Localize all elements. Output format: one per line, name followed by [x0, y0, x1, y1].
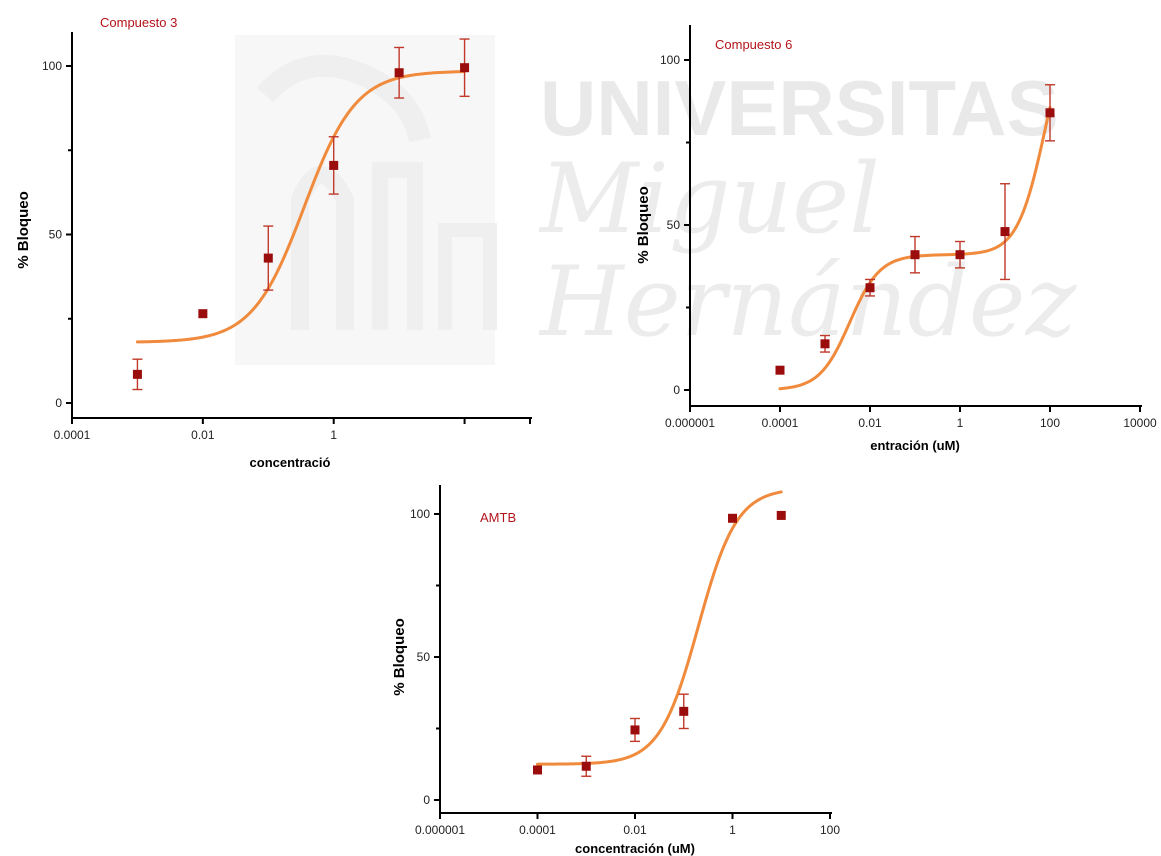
y-tick-label: 100	[42, 59, 62, 73]
data-point	[329, 160, 339, 170]
data-point	[775, 365, 785, 375]
x-tick-label: 1	[330, 428, 337, 442]
watermark-line-2: Miguel	[538, 143, 880, 255]
x-axis-label: entración (uM)	[870, 438, 960, 453]
y-axis-label: % Bloqueo	[391, 618, 408, 696]
x-tick-label: 0.01	[858, 416, 882, 430]
y-axis-label: % Bloqueo	[15, 191, 32, 269]
x-tick-label: 100	[820, 823, 840, 837]
chart-title: AMTB	[480, 510, 516, 525]
data-point	[533, 765, 542, 775]
university-logo	[235, 35, 497, 365]
data-point	[581, 761, 591, 771]
y-tick-label: 0	[423, 793, 430, 807]
data-point	[955, 250, 965, 260]
y-tick-label: 100	[410, 507, 430, 521]
y-tick-label: 50	[667, 218, 681, 232]
data-point	[460, 63, 470, 73]
x-tick-label: 0.0001	[519, 823, 556, 837]
chart-compuesto-6: 0 50 100 0.000001 0.0001 0.01 1 100 10000 Compues…	[635, 25, 1157, 453]
data-point	[865, 283, 875, 293]
y-tick-label: 100	[660, 53, 680, 67]
university-watermark: UNIVERSITAS Miguel Hernández	[235, 35, 1078, 365]
x-tick-label: 1	[729, 823, 736, 837]
chart-compuesto-3: 0 50 100 0.0001 0.01 1 Compuesto 3 concentració…	[15, 15, 532, 470]
x-tick-label: 0.01	[191, 428, 215, 442]
y-tick-label: 0	[673, 383, 680, 397]
watermark-line-3: Hernández	[538, 246, 1078, 358]
chart-title: Compuesto 3	[100, 15, 177, 30]
data-point	[630, 725, 640, 735]
data-point	[910, 250, 920, 260]
data-point	[728, 513, 737, 523]
data-point	[263, 253, 273, 263]
fit-curve	[135, 70, 467, 344]
y-tick-label: 50	[49, 228, 63, 242]
x-tick-label: 0.000001	[415, 823, 465, 837]
y-axis-label: % Bloqueo	[635, 186, 652, 264]
x-axis-label: concentración (uM)	[575, 841, 695, 856]
data-point	[394, 68, 404, 78]
x-tick-label: 0.0001	[762, 416, 799, 430]
data-point	[1000, 227, 1010, 237]
x-tick-label: 0.000001	[665, 416, 715, 430]
data-point	[132, 369, 142, 379]
x-tick-label: 1	[957, 416, 964, 430]
x-tick-label: 100	[1040, 416, 1060, 430]
y-tick-label: 50	[417, 650, 431, 664]
data-point	[679, 706, 689, 716]
data-point	[198, 309, 208, 319]
x-tick-label: 0.01	[623, 823, 647, 837]
fit-curve	[536, 490, 783, 766]
chart-title: Compuesto 6	[715, 37, 792, 52]
x-tick-label: 10000	[1123, 416, 1157, 430]
y-tick-label: 0	[55, 396, 62, 410]
data-point	[820, 339, 830, 349]
data-point	[1045, 108, 1055, 118]
chart-amtb: 0 50 100 0.000001 0.0001 0.01 1 100 AMTB concentr…	[391, 485, 840, 856]
x-tick-label: 0.0001	[54, 428, 91, 442]
watermark-line-1: UNIVERSITAS	[540, 64, 1059, 152]
x-axis-label: concentració	[250, 455, 331, 470]
data-point	[776, 510, 786, 520]
